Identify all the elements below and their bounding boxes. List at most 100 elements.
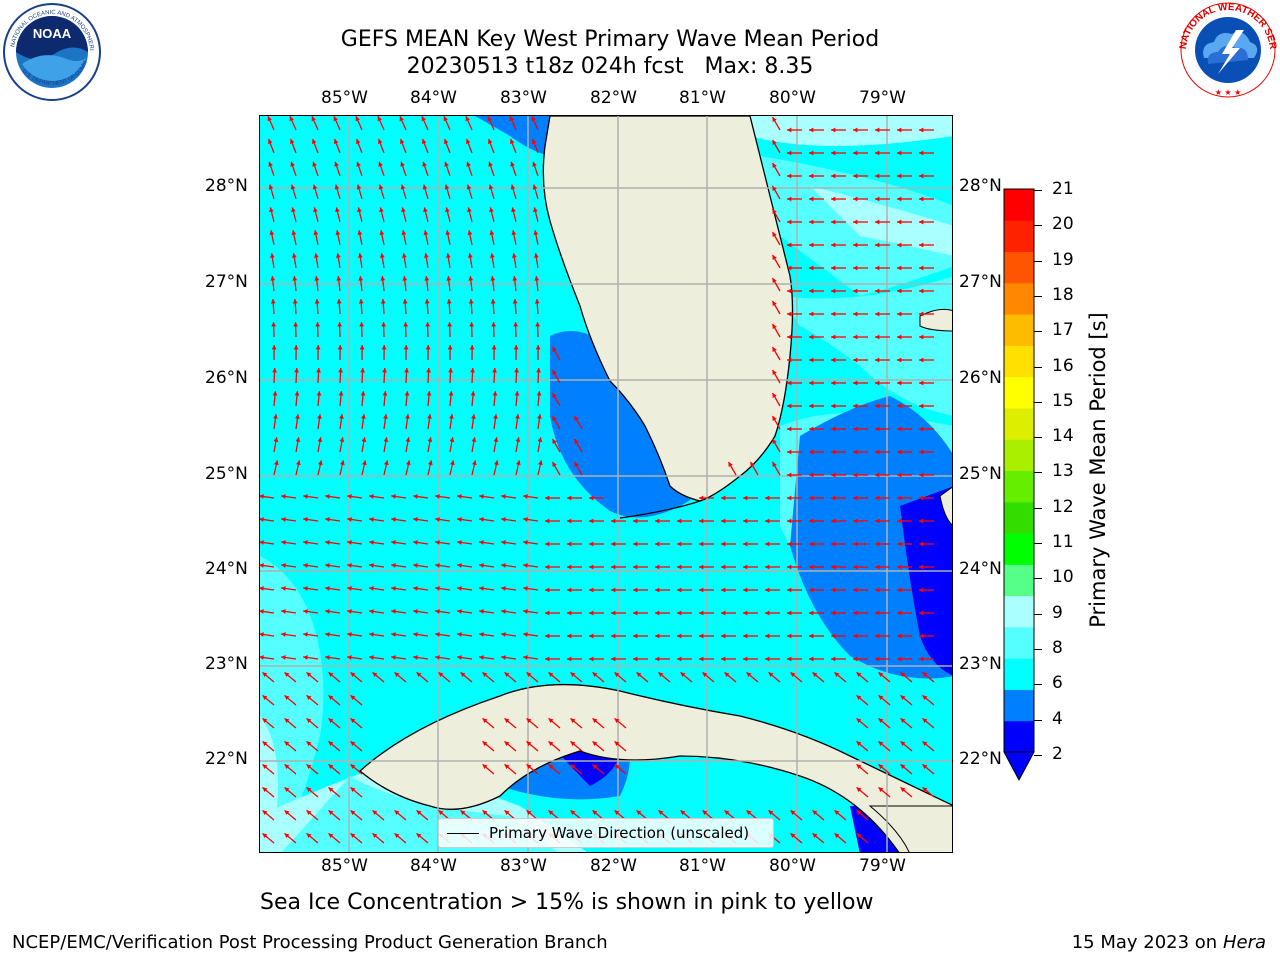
wave-arrow (479, 563, 495, 568)
wave-arrow (853, 403, 868, 409)
wave-arrow (400, 184, 407, 200)
wave-arrow (438, 671, 451, 683)
wave-arrow (446, 298, 452, 315)
wave-arrow (469, 321, 475, 338)
wave-arrow (435, 655, 451, 660)
wave-arrow (809, 288, 824, 294)
wave-arrow (567, 656, 582, 662)
wave-arrow (677, 564, 692, 570)
wave-arrow (533, 230, 539, 246)
wave-arrow (831, 403, 846, 409)
wave-arrow (699, 633, 714, 639)
wave-arrow (489, 230, 495, 246)
wave-arrow (875, 472, 890, 478)
wave-arrow (897, 633, 912, 639)
wave-arrow (295, 437, 301, 453)
wave-arrow (339, 460, 345, 476)
wave-arrow (721, 656, 736, 662)
wave-arrow (743, 656, 758, 662)
wave-arrow (423, 253, 429, 269)
wave-arrow (369, 586, 385, 591)
wave-arrow (787, 219, 802, 225)
wave-arrow (551, 438, 561, 453)
wave-arrow (875, 150, 890, 156)
wave-arrow (834, 809, 847, 821)
wave-arrow (284, 717, 297, 729)
period-2-4-band-east (790, 396, 952, 679)
colorbar-tick-label: 17 (1052, 320, 1074, 341)
wave-arrow (809, 242, 824, 248)
wave-arrow (677, 610, 692, 616)
wave-arrow (567, 564, 582, 570)
wave-arrow (853, 541, 868, 547)
wave-arrow (655, 610, 670, 616)
wave-arrow (787, 311, 802, 317)
wave-arrow (260, 517, 275, 522)
wave-arrow (350, 740, 363, 752)
colorbar-cell (1004, 626, 1034, 659)
colorbar-cell (1004, 658, 1034, 690)
wave-arrow (856, 717, 869, 729)
wave-arrow (303, 563, 319, 568)
wave-arrow (771, 415, 781, 430)
wave-arrow (262, 694, 275, 706)
colorbar-tick-label: 2 (1052, 743, 1063, 764)
wave-arrow (347, 517, 363, 522)
legend-label: Primary Wave Direction (unscaled) (489, 824, 750, 842)
wave-arrow (413, 586, 429, 591)
wave-arrow (611, 587, 626, 593)
wave-arrow (897, 334, 912, 340)
wave-arrow (306, 717, 319, 729)
wave-arrow (514, 391, 520, 407)
wave-arrow (467, 207, 473, 223)
wave-arrow (875, 242, 890, 248)
wave-arrow (380, 298, 386, 315)
wave-arrow (311, 116, 319, 131)
wave-arrow (401, 207, 407, 223)
wave-arrow (551, 392, 561, 407)
wave-arrow (897, 426, 912, 432)
wave-arrow (262, 763, 275, 775)
wave-arrow (633, 656, 648, 662)
wave-arrow (413, 540, 429, 545)
wave-arrow (771, 185, 781, 200)
wave-arrow (356, 161, 363, 177)
wave-arrow (875, 403, 890, 409)
wave-arrow (504, 763, 517, 775)
wave-arrow (350, 809, 363, 821)
wave-arrow (272, 391, 278, 407)
wave-arrow (347, 586, 363, 591)
wave-arrow (479, 609, 495, 614)
wave-arrow (787, 426, 802, 432)
wave-arrow (677, 518, 692, 524)
wave-arrow (359, 321, 365, 338)
wave-arrow (875, 288, 890, 294)
wave-arrow (369, 655, 385, 660)
wave-arrow (405, 437, 411, 453)
wave-arrow (404, 367, 409, 384)
wave-arrow (267, 116, 275, 131)
wave-arrow (897, 357, 912, 363)
wave-arrow (768, 809, 781, 821)
wave-arrow (765, 656, 780, 662)
wave-arrow (809, 541, 824, 547)
wave-arrow (787, 541, 802, 547)
wave-arrow (787, 288, 802, 294)
wave-arrow (382, 367, 387, 384)
wave-arrow (383, 414, 388, 430)
wave-arrow (391, 586, 407, 591)
wave-arrow (537, 437, 543, 453)
wave-arrow (493, 414, 498, 430)
wave-arrow (403, 321, 409, 338)
wave-arrow (284, 694, 297, 706)
wave-arrow (611, 518, 626, 524)
wave-arrow (699, 518, 714, 524)
wave-arrow (281, 586, 297, 591)
wave-arrow (743, 587, 758, 593)
wave-arrow (633, 541, 648, 547)
wave-arrow (383, 437, 389, 453)
wave-arrow (491, 321, 497, 338)
wave-arrow (372, 832, 385, 844)
wave-arrow (749, 461, 759, 476)
wave-arrow (273, 437, 279, 453)
